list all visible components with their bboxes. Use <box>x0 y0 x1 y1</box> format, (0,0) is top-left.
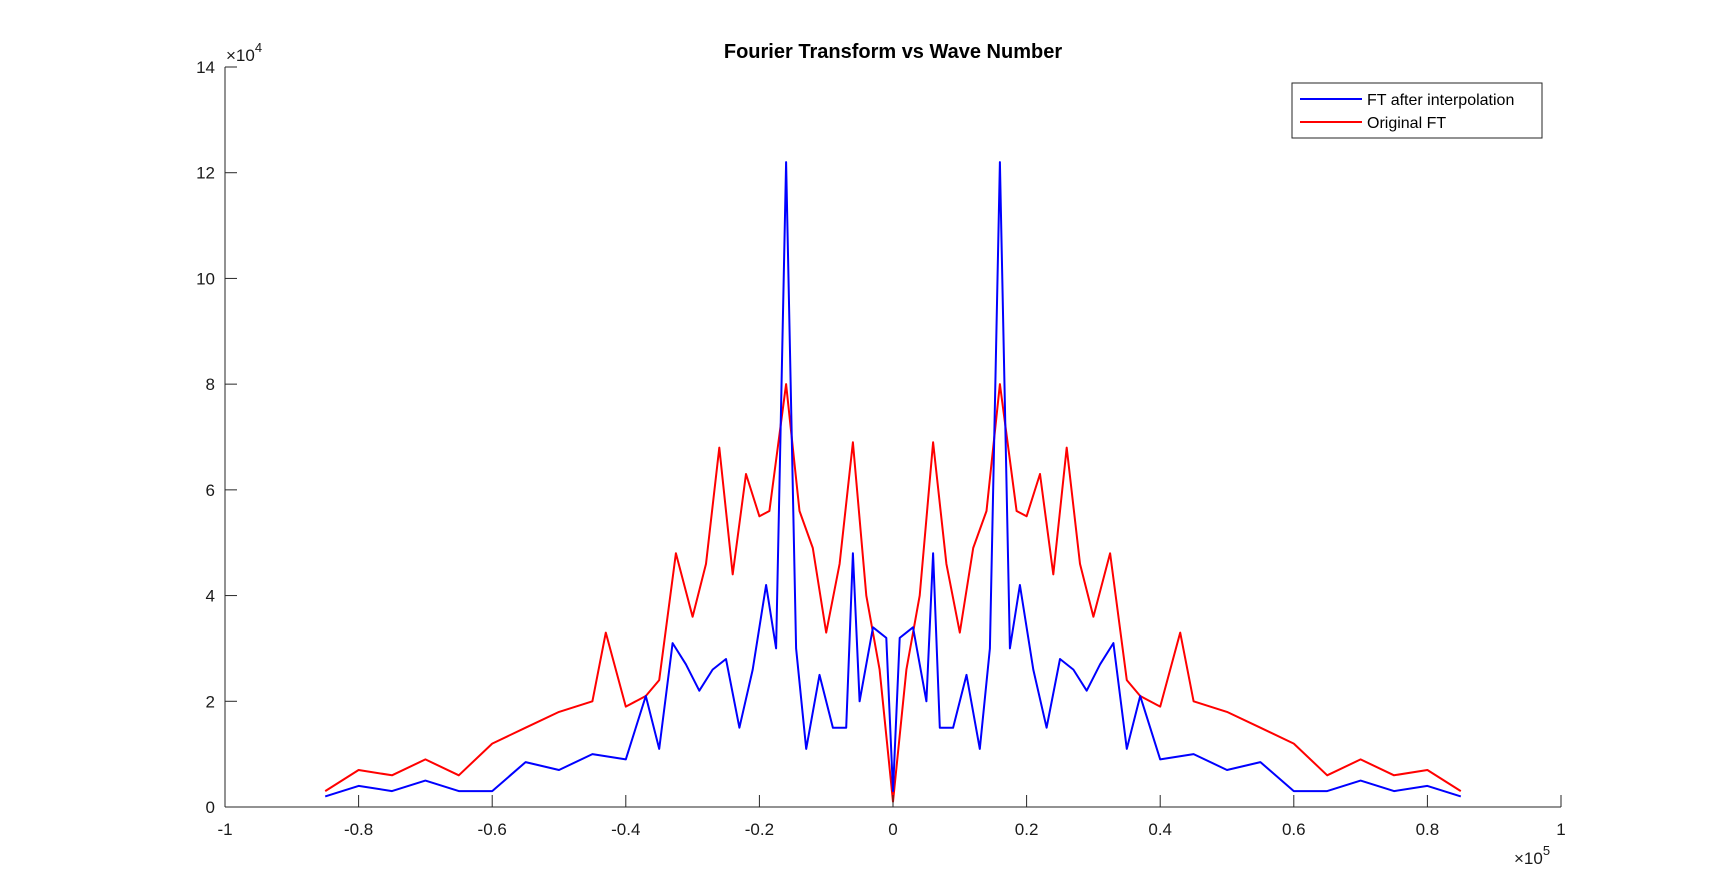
y-tick-label: 6 <box>206 481 215 500</box>
x-tick-label: 0 <box>888 820 897 839</box>
y-ticks: 0 2 4 6 8 10 12 14 <box>196 58 237 817</box>
y-multiplier-base: ×10 <box>226 46 255 65</box>
series-line-ft-after-interpolation <box>324 161 1462 798</box>
y-tick-label: 4 <box>206 587 215 606</box>
x-tick-label: -0.2 <box>745 820 774 839</box>
legend: FT after interpolation Original FT <box>1291 82 1543 139</box>
x-tick-label: -0.8 <box>344 820 373 839</box>
x-ticks: -1 -0.8 -0.6 -0.4 -0.2 0 0.2 0.4 0.6 0.8 1 <box>217 795 1566 839</box>
chart-title: Fourier Transform vs Wave Number <box>724 41 1062 63</box>
x-tick-label: 1 <box>1556 820 1565 839</box>
x-tick-label: 0.4 <box>1148 820 1172 839</box>
y-tick-label: 14 <box>196 58 215 77</box>
x-multiplier: ×105 <box>1514 843 1550 868</box>
y-tick-label: 0 <box>206 798 215 817</box>
y-tick-label: 2 <box>206 692 215 711</box>
y-multiplier-exp: 4 <box>255 40 262 55</box>
y-multiplier: ×104 <box>226 40 262 65</box>
legend-label-original: Original FT <box>1367 115 1446 132</box>
x-tick-label: -0.4 <box>611 820 640 839</box>
legend-box <box>1291 82 1543 139</box>
x-tick-label: 0.2 <box>1015 820 1039 839</box>
x-tick-label: 0.6 <box>1282 820 1306 839</box>
plot-area: -1 -0.8 -0.6 -0.4 -0.2 0 0.2 0.4 0.6 0.8 1 0 2 4 6 8 10… <box>196 40 1566 868</box>
x-multiplier-base: ×10 <box>1514 849 1543 868</box>
y-tick-label: 12 <box>196 164 215 183</box>
y-tick-label: 8 <box>206 375 215 394</box>
x-tick-label: -1 <box>217 820 232 839</box>
legend-label-interpolated: FT after interpolation <box>1367 92 1514 109</box>
x-tick-label: -0.6 <box>478 820 507 839</box>
y-tick-label: 10 <box>196 269 215 288</box>
x-multiplier-exp: 5 <box>1543 843 1550 858</box>
x-tick-label: 0.8 <box>1416 820 1440 839</box>
